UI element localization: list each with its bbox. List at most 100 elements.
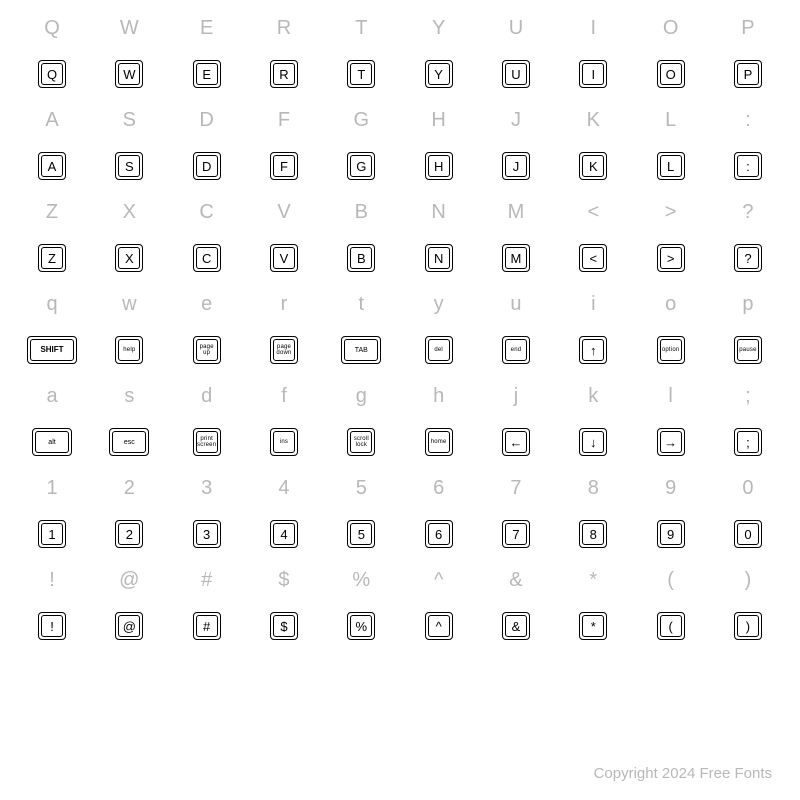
char-label: N [431, 190, 445, 234]
char-label: # [201, 558, 212, 602]
char-label: r [281, 282, 288, 326]
keycap-text: @ [118, 615, 140, 637]
char-label: W [120, 6, 139, 50]
keycap-glyph: O [657, 60, 685, 88]
keycap-glyph: 3 [193, 520, 221, 548]
keycap-glyph: pause [734, 336, 762, 364]
char-label: ! [49, 558, 55, 602]
char-label: $ [278, 558, 289, 602]
keycap-text: I [582, 63, 604, 85]
char-label: s [124, 374, 134, 418]
char-label: E [200, 6, 213, 50]
keycap-text: O [660, 63, 682, 85]
keycap-glyph: G [347, 152, 375, 180]
keycap-glyph: : [734, 152, 762, 180]
keycap-glyph: del [425, 336, 453, 364]
keycap-text: alt [35, 431, 69, 453]
keycap-glyph: V [270, 244, 298, 272]
keycap-glyph: home [425, 428, 453, 456]
keycap-text: B [350, 247, 372, 269]
keycap-text: ↓ [582, 431, 604, 453]
char-label: 3 [201, 466, 212, 510]
keycap-text: W [118, 63, 140, 85]
char-label: q [46, 282, 57, 326]
keycap-text: * [582, 615, 604, 637]
keycap-glyph: ^ [425, 612, 453, 640]
keycap-text: V [273, 247, 295, 269]
keycap-text: 7 [505, 523, 527, 545]
keycap-glyph: TAB [341, 336, 381, 364]
keycap-text: D [196, 155, 218, 177]
keycap-text: K [582, 155, 604, 177]
char-label: f [281, 374, 287, 418]
keycap-glyph: M [502, 244, 530, 272]
keycap-text: esc [112, 431, 146, 453]
keycap-glyph: 6 [425, 520, 453, 548]
keycap-glyph: S [115, 152, 143, 180]
keycap-glyph: W [115, 60, 143, 88]
char-label: h [433, 374, 444, 418]
char-label: ( [667, 558, 674, 602]
char-label: u [510, 282, 521, 326]
keycap-glyph: J [502, 152, 530, 180]
char-label: d [201, 374, 212, 418]
keycap-text: help [118, 339, 140, 361]
char-label: Y [432, 6, 445, 50]
keycap-text: SHIFT [30, 339, 74, 361]
keycap-text: T [350, 63, 372, 85]
keycap-glyph: esc [109, 428, 149, 456]
keycap-text: ; [737, 431, 759, 453]
keycap-glyph: 1 [38, 520, 66, 548]
keycap-glyph: % [347, 612, 375, 640]
keycap-text: Z [41, 247, 63, 269]
keycap-text: F [273, 155, 295, 177]
keycap-glyph: ; [734, 428, 762, 456]
keycap-glyph: help [115, 336, 143, 364]
keycap-glyph: 5 [347, 520, 375, 548]
keycap-glyph: K [579, 152, 607, 180]
keycap-glyph: alt [32, 428, 72, 456]
keycap-text: R [273, 63, 295, 85]
keycap-text: L [660, 155, 682, 177]
char-label: i [591, 282, 595, 326]
char-label: l [668, 374, 672, 418]
keycap-glyph: B [347, 244, 375, 272]
keycap-glyph: F [270, 152, 298, 180]
keycap-glyph: D [193, 152, 221, 180]
char-label: t [359, 282, 365, 326]
char-label: 5 [356, 466, 367, 510]
char-label: a [46, 374, 57, 418]
keycap-text: 1 [41, 523, 63, 545]
keycap-text: ^ [428, 615, 450, 637]
keycap-glyph: A [38, 152, 66, 180]
keycap-text: page down [273, 339, 295, 361]
char-label: j [514, 374, 518, 418]
keycap-text: page up [196, 339, 218, 361]
keycap-text: → [660, 431, 682, 453]
keycap-text: # [196, 615, 218, 637]
char-label: 9 [665, 466, 676, 510]
keycap-glyph: end [502, 336, 530, 364]
keycap-glyph: N [425, 244, 453, 272]
keycap-text: 4 [273, 523, 295, 545]
char-label: D [199, 98, 213, 142]
keycap-text: print screen [196, 431, 218, 453]
char-label: e [201, 282, 212, 326]
keycap-text: U [505, 63, 527, 85]
char-label: K [587, 98, 600, 142]
keycap-text: home [428, 431, 450, 453]
keycap-text: pause [737, 339, 759, 361]
keycap-glyph: 4 [270, 520, 298, 548]
char-label: 4 [278, 466, 289, 510]
char-label: J [511, 98, 521, 142]
char-label: Q [44, 6, 60, 50]
keycap-glyph: page down [270, 336, 298, 364]
keycap-text: N [428, 247, 450, 269]
char-label: k [588, 374, 598, 418]
char-label: ? [742, 190, 753, 234]
keycap-glyph: $ [270, 612, 298, 640]
char-label: y [434, 282, 444, 326]
keycap-text: 8 [582, 523, 604, 545]
keycap-glyph: H [425, 152, 453, 180]
keycap-text: ) [737, 615, 759, 637]
